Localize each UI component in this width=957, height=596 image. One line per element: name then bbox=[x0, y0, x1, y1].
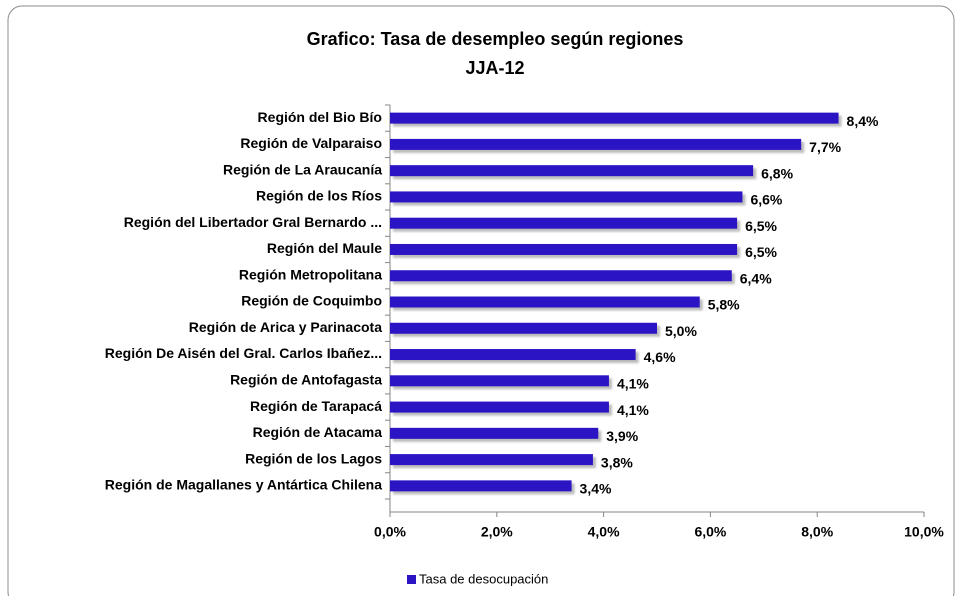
y-tick-label: Región de Tarapacá bbox=[250, 398, 382, 414]
legend-swatch bbox=[407, 575, 416, 584]
chart-subtitle: JJA-12 bbox=[465, 58, 524, 78]
y-tick-label: Región Metropolitana bbox=[239, 266, 382, 282]
x-tick-label: 2,0% bbox=[481, 524, 513, 540]
y-tick-label: Región de los Ríos bbox=[256, 188, 382, 204]
bar bbox=[390, 454, 593, 466]
data-label: 8,4% bbox=[847, 113, 879, 129]
bar bbox=[390, 401, 609, 413]
x-tick-label: 8,0% bbox=[801, 524, 833, 540]
y-tick-label: Región del Maule bbox=[267, 240, 382, 256]
y-tick-label: Región de los Lagos bbox=[245, 450, 382, 466]
data-label: 6,6% bbox=[750, 192, 782, 208]
y-tick-label: Región del Libertador Gral Bernardo ... bbox=[124, 214, 382, 230]
data-label: 6,8% bbox=[761, 165, 793, 181]
bar bbox=[390, 375, 609, 387]
data-label: 4,1% bbox=[617, 376, 649, 392]
x-tick-label: 6,0% bbox=[694, 524, 726, 540]
y-tick-label: Región De Aisén del Gral. Carlos Ibañez.… bbox=[105, 345, 382, 361]
bar bbox=[390, 322, 657, 334]
data-label: 6,5% bbox=[745, 218, 777, 234]
data-label: 3,8% bbox=[601, 454, 633, 470]
bar bbox=[390, 349, 636, 361]
x-tick-label: 4,0% bbox=[588, 524, 620, 540]
bar bbox=[390, 427, 599, 439]
data-label: 5,0% bbox=[665, 323, 697, 339]
y-tick-label: Región de Antofagasta bbox=[230, 372, 382, 388]
y-tick-label: Región de La Araucanía bbox=[223, 161, 382, 177]
data-label: 7,7% bbox=[809, 139, 841, 155]
bar bbox=[390, 138, 802, 150]
y-tick-label: Región de Valparaiso bbox=[240, 135, 382, 151]
bar bbox=[390, 243, 738, 255]
y-tick-label: Región de Magallanes y Antártica Chilena bbox=[105, 477, 382, 493]
bar bbox=[390, 270, 732, 282]
x-tick-label: 10,0% bbox=[904, 524, 944, 540]
x-tick-label: 0,0% bbox=[374, 524, 406, 540]
y-tick-label: Región de Atacama bbox=[253, 424, 383, 440]
y-tick-label: Región de Arica y Parinacota bbox=[189, 319, 382, 335]
y-tick-label: Región del Bio Bío bbox=[258, 109, 382, 125]
bar bbox=[390, 480, 572, 492]
legend-label: Tasa de desocupación bbox=[419, 571, 548, 586]
data-label: 3,9% bbox=[606, 428, 638, 444]
data-label: 4,1% bbox=[617, 402, 649, 418]
data-label: 5,8% bbox=[708, 297, 740, 313]
bar bbox=[390, 165, 754, 177]
data-label: 3,4% bbox=[580, 481, 612, 497]
data-label: 4,6% bbox=[644, 349, 676, 365]
bar bbox=[390, 112, 839, 124]
data-label: 6,4% bbox=[740, 270, 772, 286]
bar bbox=[390, 217, 738, 229]
chart-title: Grafico: Tasa de desempleo según regione… bbox=[307, 29, 684, 49]
y-tick-label: Región de Coquimbo bbox=[241, 293, 382, 309]
bar bbox=[390, 296, 700, 308]
bar bbox=[390, 191, 743, 203]
data-label: 6,5% bbox=[745, 244, 777, 260]
